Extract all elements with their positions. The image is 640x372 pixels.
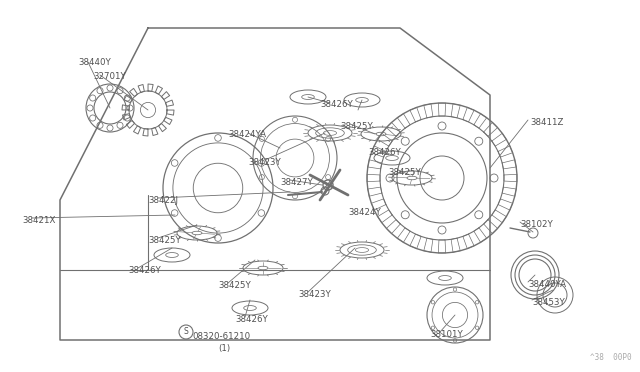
Text: S: S	[184, 327, 188, 337]
Text: 38422J: 38422J	[148, 196, 178, 205]
Text: 38426Y: 38426Y	[368, 148, 401, 157]
Text: 38426Y: 38426Y	[235, 315, 268, 324]
Text: 38411Z: 38411Z	[530, 118, 563, 127]
Text: 38426Y: 38426Y	[128, 266, 161, 275]
Text: 38424YA: 38424YA	[228, 130, 266, 139]
Text: 38421X: 38421X	[22, 216, 56, 225]
Text: 38440YA: 38440YA	[528, 280, 566, 289]
Text: 38425Y: 38425Y	[218, 281, 251, 290]
Text: ^38  00P0: ^38 00P0	[590, 353, 632, 362]
Text: 38427Y: 38427Y	[280, 178, 313, 187]
Text: 38426Y: 38426Y	[320, 100, 353, 109]
Text: (1): (1)	[218, 344, 230, 353]
Text: 08320-61210: 08320-61210	[192, 332, 250, 341]
Text: 38453Y: 38453Y	[532, 298, 564, 307]
Text: 38423Y: 38423Y	[298, 290, 331, 299]
Text: 38424Y: 38424Y	[348, 208, 381, 217]
Text: 38425Y: 38425Y	[388, 168, 420, 177]
Text: 38440Y: 38440Y	[78, 58, 111, 67]
Text: 38423Y: 38423Y	[248, 158, 281, 167]
Text: 38425Y: 38425Y	[340, 122, 372, 131]
Text: 38101Y: 38101Y	[430, 330, 463, 339]
Text: 32701Y: 32701Y	[93, 72, 125, 81]
Text: 38425Y: 38425Y	[148, 236, 180, 245]
Text: 38102Y: 38102Y	[520, 220, 553, 229]
